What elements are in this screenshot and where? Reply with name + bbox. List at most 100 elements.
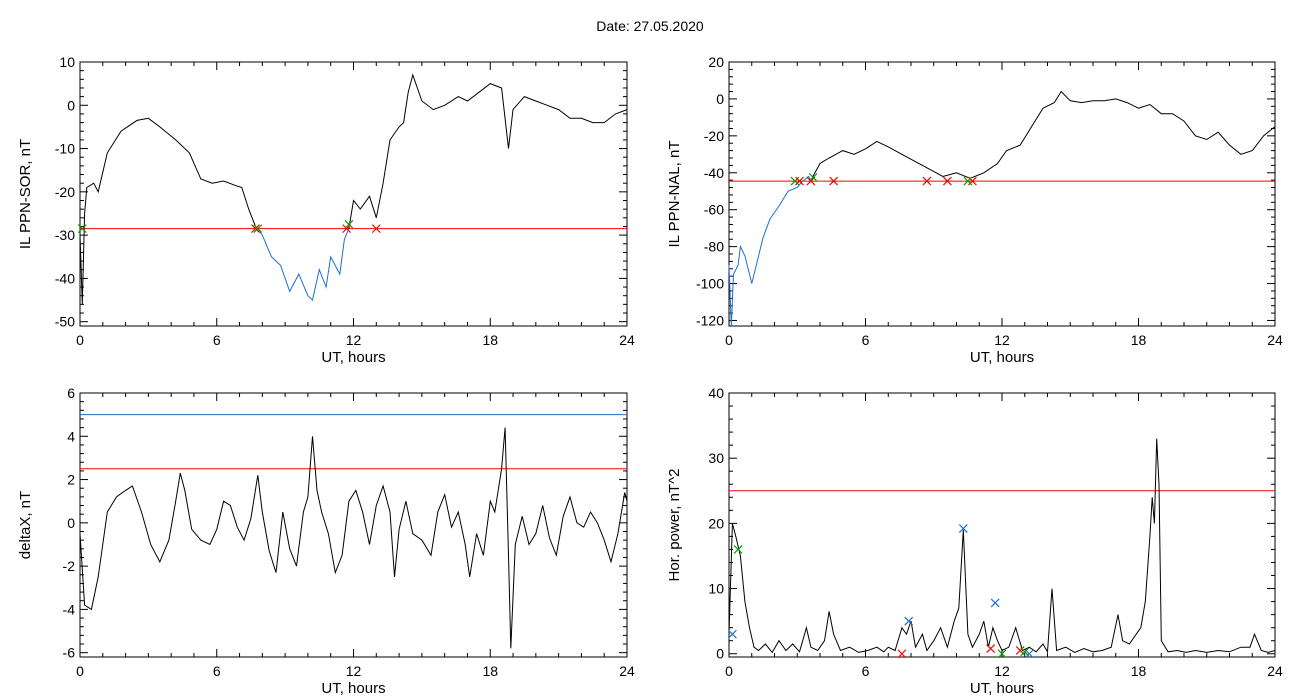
y-tick-label: 40 [708,385,724,401]
cross-marker-stroke [371,224,381,234]
plot-frame [79,61,628,327]
x-tick-label: 12 [994,663,1010,679]
y-axis-label: Hor. power, nT^2 [666,469,683,582]
chart-deltax: 0 6 12 18 24 6 4 2 0 -2 -4 -6 UT, hours deltaX, nT [17,385,635,697]
cross-marker-stroke [897,649,907,659]
x-tick-label: 18 [1131,663,1147,679]
cross-marker [986,644,996,653]
cross-marker-stroke [1015,646,1025,655]
y-tick-label: 0 [67,97,75,113]
cross-marker [1024,649,1034,659]
cross-marker-stroke [342,224,352,234]
chart-power: 0 6 12 18 24 40 30 20 10 0 UT, hours Hor. power, nT… [666,385,1283,697]
cross-marker [963,176,973,186]
cross-marker [727,629,737,639]
cross-marker-stroke [733,545,743,554]
y-tick-label: -50 [55,314,75,330]
x-tick-label: 0 [76,663,84,679]
cross-marker-stroke [904,616,914,626]
y-tick-label: 10 [708,581,724,597]
cross-marker [958,524,968,534]
x-tick-label: 6 [213,332,221,348]
cross-marker [344,219,354,229]
y-tick-label: -120 [696,312,724,328]
cross-marker-stroke [997,649,1007,659]
y-tick-label: -40 [55,270,75,286]
plot-frame [728,61,1276,327]
cross-marker [829,176,839,186]
y-tick-label: 4 [67,428,75,444]
cross-marker-stroke [829,176,839,186]
x-tick-label: 24 [1267,663,1283,679]
x-tick-label: 6 [862,332,870,348]
x-tick-label: 6 [213,663,221,679]
y-tick-label: -20 [55,184,75,200]
plot-frame [79,392,628,658]
cross-marker [922,176,932,186]
cross-marker [795,176,804,186]
x-tick-label: 6 [862,663,870,679]
y-tick-label: -80 [704,239,724,255]
y-tick-label: 10 [59,54,75,70]
y-tick-label: 0 [716,646,724,662]
plot-frame [728,392,1276,658]
series-line [79,117,256,305]
cross-marker-stroke [808,172,818,182]
x-tick-label: 24 [1267,332,1283,348]
cross-marker [997,649,1007,659]
series-line [79,427,628,649]
y-tick-label: -20 [704,128,724,144]
cross-marker [371,224,381,234]
cross-marker-stroke [1024,649,1034,659]
cross-marker-stroke [958,524,968,534]
x-tick-label: 0 [725,332,733,348]
y-tick-label: -100 [696,276,724,292]
cross-marker [342,224,352,234]
series-line [810,90,1276,181]
cross-marker-stroke [795,176,804,186]
x-tick-label: 0 [76,332,84,348]
y-tick-label: 0 [716,91,724,107]
cross-marker [251,224,260,234]
series-line [348,73,628,229]
chart-sor: 0 6 12 18 24 10 0 -10 -20 -30 -40 -50 UT, hours IL PP… [17,54,635,366]
cross-marker-stroke [1020,647,1030,657]
y-tick-label: -2 [63,558,76,574]
cross-marker [733,545,743,554]
cross-marker-stroke [251,224,260,234]
x-axis-label: UT, hours [970,349,1034,366]
y-axis-label: IL PPN-NAL, nT [666,141,683,248]
y-axis-label: deltaX, nT [17,491,34,559]
y-axis-label: IL PPN-SOR, nT [17,139,34,249]
cross-marker [253,224,263,234]
x-tick-label: 18 [1131,332,1147,348]
cross-marker [897,649,907,659]
cross-marker-stroke [942,176,952,186]
x-axis-label: UT, hours [321,349,385,366]
cross-marker [77,224,87,234]
cross-marker [942,176,952,186]
y-tick-label: -4 [63,601,76,617]
x-tick-label: 0 [725,663,733,679]
y-tick-label: -30 [55,227,75,243]
x-tick-label: 24 [619,332,635,348]
y-tick-label: 0 [67,515,75,531]
series-line [728,438,1276,654]
x-axis-label: UT, hours [970,680,1034,697]
x-tick-label: 18 [482,663,498,679]
y-tick-label: -10 [55,141,75,157]
cross-marker [1020,647,1030,657]
y-tick-label: -6 [63,645,76,661]
x-tick-label: 12 [346,663,362,679]
cross-marker [904,616,914,626]
cross-marker-stroke [344,219,354,229]
y-tick-label: 6 [67,385,75,401]
page-title: Date: 27.05.2020 [596,18,704,34]
cross-marker-stroke [253,224,263,234]
x-tick-label: 18 [482,332,498,348]
y-tick-label: 20 [708,54,724,70]
y-tick-label: 30 [708,450,724,466]
x-tick-label: 12 [346,332,362,348]
series-line [255,226,350,301]
